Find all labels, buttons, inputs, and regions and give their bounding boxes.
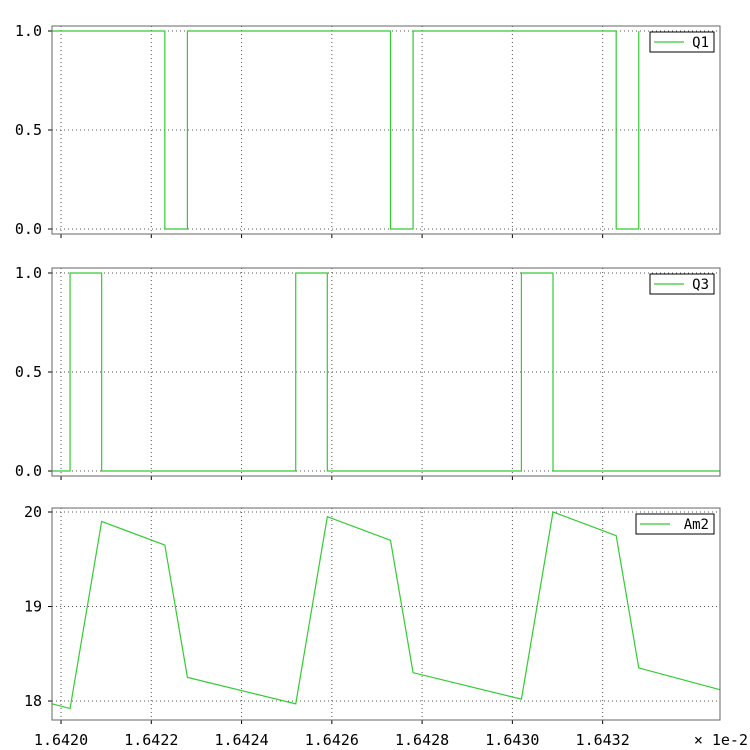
legend: Q3 [649,273,715,295]
plot-frame [51,267,721,477]
subplot-2: 0.0 0.5 1.0 Q3 [15,264,721,480]
legend-label: Am2 [684,517,709,533]
x-tick-label: 1.6426 [305,731,359,749]
x-tick-label: 1.6428 [395,731,449,749]
plot-frame [51,507,721,721]
legend: Am2 [635,513,715,535]
x-tick-label: 1.6424 [214,731,268,749]
legend-label: Q1 [692,35,709,51]
y-tick-label: 0.0 [15,462,42,480]
series-line-q3 [52,272,720,472]
series-line-q1 [52,30,640,230]
legend: Q1 [649,31,715,53]
y-tick-label: 20 [24,503,42,521]
x-tick-label: 1.6432 [576,731,630,749]
x-axis-multiplier: × 1e-2 [694,731,748,749]
y-tick-label: 1.0 [15,22,42,40]
y-tick-label: 19 [24,598,42,616]
y-tick-label: 1.0 [15,264,42,282]
subplot-1: 0.0 0.5 1.0 Q1 [15,22,721,238]
plot-area [52,508,720,720]
y-tick-label: 18 [24,692,42,710]
x-tick-label: 1.6420 [34,731,88,749]
series-line-am2 [51,511,721,710]
legend-box [635,513,715,535]
legend-label: Q3 [692,277,709,293]
x-tick-label: 1.6430 [485,731,539,749]
subplot-3: 18 19 20 Am2 [24,503,721,724]
y-tick-label: 0.0 [15,220,42,238]
y-tick-label: 0.5 [15,121,42,139]
x-tick-label: 1.6422 [124,731,178,749]
y-tick-label: 0.5 [15,363,42,381]
plot-frame [51,25,721,235]
